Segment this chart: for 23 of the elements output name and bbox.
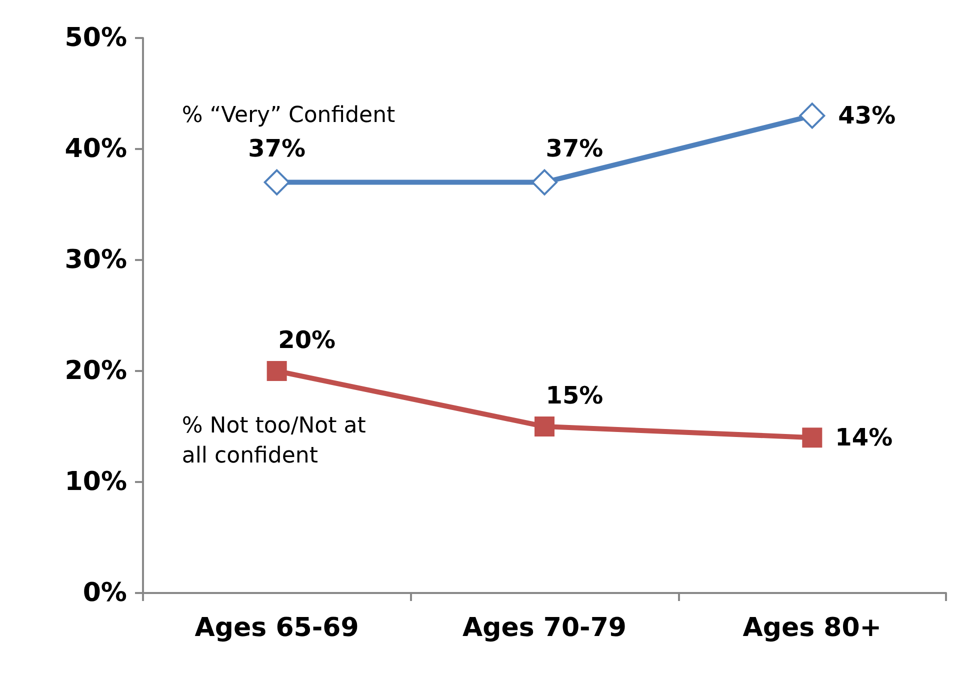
point — [264, 169, 290, 196]
x-tick-label: Ages 65-69 — [194, 613, 359, 643]
y-tick-label: 0% — [82, 578, 127, 608]
data-label: 20% — [278, 326, 336, 354]
data-label: 43% — [838, 102, 896, 130]
y-tick-label: 50% — [64, 23, 127, 53]
data-label: 37% — [248, 134, 306, 162]
x-tick-label: Ages 80+ — [742, 613, 882, 643]
point — [534, 416, 554, 436]
y-tick-label: 20% — [64, 356, 127, 386]
data-label: 15% — [546, 382, 604, 410]
point — [266, 361, 287, 381]
text: % “Very” Confident — [182, 102, 396, 128]
data-label: 37% — [546, 134, 604, 162]
x-tick-label: Ages 70-79 — [462, 613, 627, 643]
y-tick-label: 30% — [64, 245, 127, 275]
point — [799, 102, 826, 129]
series-label: % Not too/Not at all confident — [182, 414, 366, 468]
y-tick-label: 40% — [64, 134, 127, 164]
data-label: 14% — [835, 424, 893, 452]
point — [802, 428, 822, 448]
y-tick-label: 10% — [64, 467, 127, 497]
point — [532, 169, 558, 196]
